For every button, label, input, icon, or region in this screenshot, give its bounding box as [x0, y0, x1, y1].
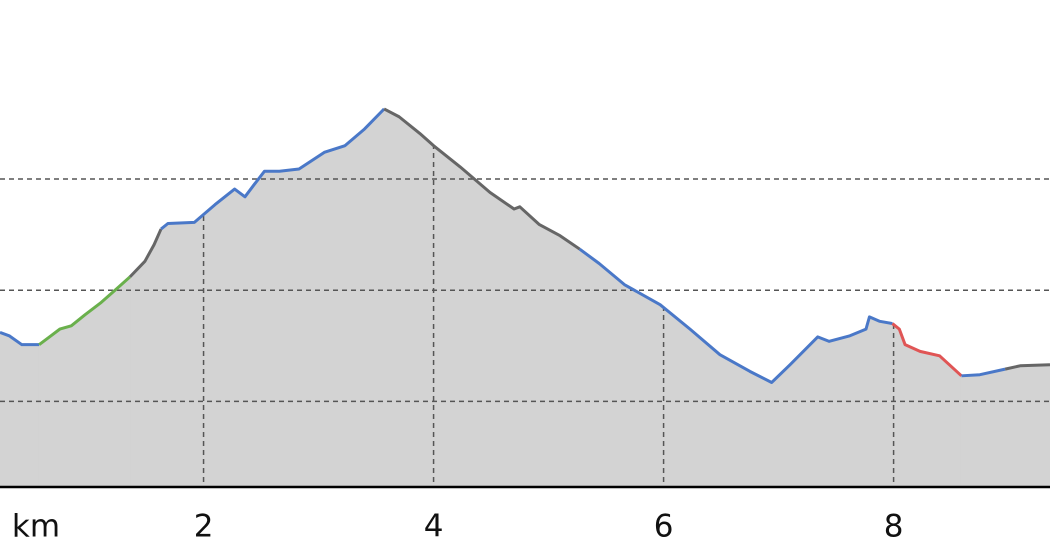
area-fill	[1004, 364, 1050, 488]
profile-line	[128, 228, 163, 278]
x-tick-label: 2	[194, 509, 214, 545]
area-fill	[0, 331, 40, 488]
area-fill	[160, 107, 385, 488]
x-tick-label: 4	[424, 509, 444, 545]
profile-line	[578, 247, 893, 384]
profile-line	[961, 367, 1006, 378]
area-fill	[960, 368, 1006, 488]
area-fill	[891, 322, 962, 488]
area-fill	[383, 108, 581, 488]
profile-line	[383, 107, 581, 251]
profile-line	[160, 107, 386, 231]
profile-line	[0, 331, 40, 347]
profile-line	[38, 275, 131, 346]
x-tick-label: 8	[884, 509, 904, 545]
profile-line	[1004, 363, 1050, 371]
x-tick-label: 6	[654, 509, 674, 545]
profile-line	[891, 322, 963, 377]
area-fill	[38, 275, 131, 488]
x-unit-label: km	[12, 509, 60, 545]
area-fill	[129, 228, 162, 488]
